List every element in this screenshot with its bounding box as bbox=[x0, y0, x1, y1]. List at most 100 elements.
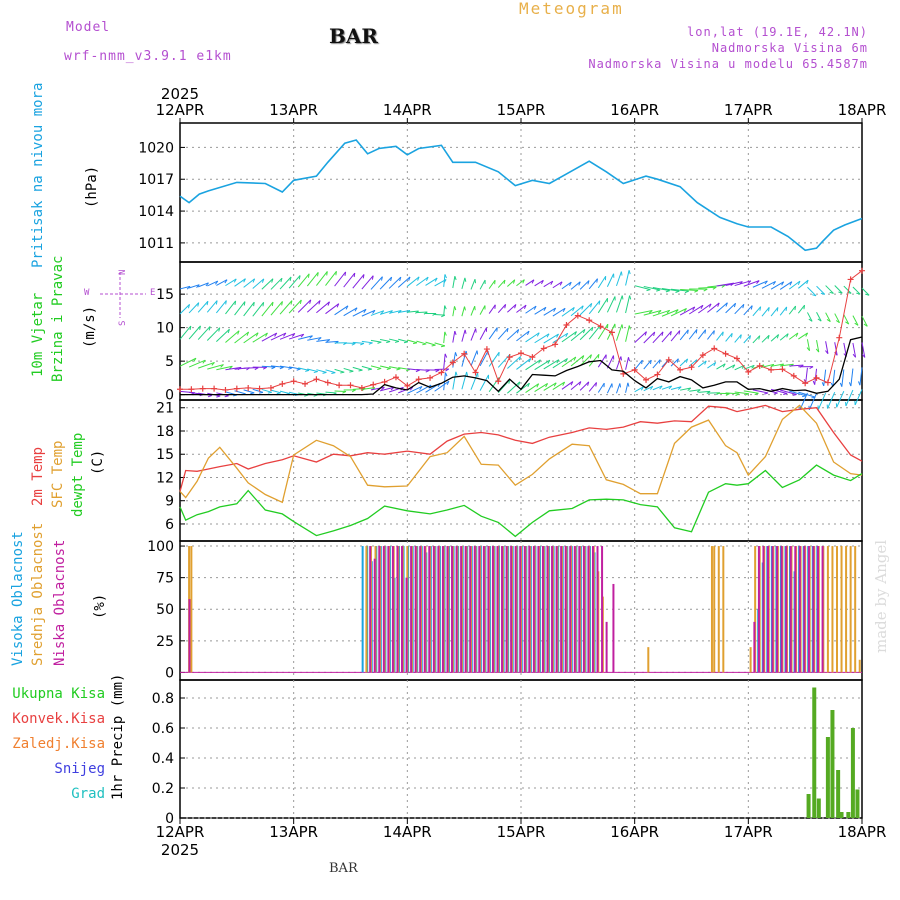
wind-arrow bbox=[225, 278, 237, 287]
wind-arrowhead bbox=[781, 281, 785, 286]
wind-arrowhead bbox=[299, 299, 302, 305]
wind-arrow bbox=[588, 278, 598, 290]
wind-arrow bbox=[525, 332, 540, 343]
wind-arrowhead bbox=[581, 355, 585, 360]
wind-arrowhead bbox=[590, 303, 593, 308]
ytick-label-temperature: 21 bbox=[156, 401, 174, 417]
wind-arrow bbox=[261, 365, 276, 368]
wind-arrow bbox=[261, 388, 272, 393]
cloud_low-bar bbox=[460, 546, 463, 673]
cloud_low-bar bbox=[419, 546, 422, 673]
wind-arrow bbox=[188, 359, 206, 368]
wind-arrowhead bbox=[417, 276, 420, 281]
wind-arrowhead bbox=[208, 326, 211, 331]
wind-arrowhead bbox=[454, 352, 458, 357]
wind-arrow bbox=[388, 276, 402, 289]
wind-gust-marker bbox=[256, 385, 263, 392]
wind-arrowhead bbox=[704, 360, 707, 365]
wind-arrow bbox=[334, 305, 349, 316]
wind-arrow bbox=[479, 350, 489, 367]
wind-arrowhead bbox=[740, 334, 742, 339]
wind-arrow bbox=[854, 389, 863, 406]
wind-arrow bbox=[850, 368, 854, 387]
wind-arrowhead bbox=[562, 381, 566, 386]
cloud_low-bar bbox=[501, 546, 504, 673]
cloud_mid-bar bbox=[713, 546, 716, 673]
wind-arrowhead bbox=[207, 395, 212, 398]
wind-arrow bbox=[643, 310, 662, 316]
wind-arrowhead bbox=[271, 301, 274, 307]
wind-arrowhead bbox=[271, 366, 276, 370]
wind-arrowhead bbox=[189, 325, 192, 331]
wind-arrowhead bbox=[351, 342, 356, 346]
wind-arrow bbox=[279, 365, 293, 369]
wind-arrowhead bbox=[646, 289, 651, 292]
wind-arrowhead bbox=[767, 335, 770, 340]
wind-arrowhead bbox=[326, 339, 331, 343]
wind-arrow bbox=[770, 363, 784, 367]
wind-arrowhead bbox=[367, 368, 372, 371]
cloud_low-bar bbox=[785, 546, 788, 673]
cloud_low-bar bbox=[767, 546, 770, 673]
xtick-label-top: 14APR bbox=[383, 101, 432, 119]
wind-arrow bbox=[634, 359, 643, 371]
wind-arrowhead bbox=[838, 291, 843, 294]
wind-arrow bbox=[852, 315, 859, 326]
cloud_mid-bar bbox=[840, 546, 843, 673]
wind-arrowhead bbox=[650, 386, 654, 390]
wind-arrowhead bbox=[305, 369, 310, 372]
wind-arrowhead bbox=[783, 393, 788, 395]
wind-arrowhead bbox=[514, 304, 517, 309]
wind-arrow bbox=[370, 386, 385, 391]
wind-gust-marker bbox=[802, 380, 809, 387]
wind-arrowhead bbox=[656, 289, 661, 292]
precip-total-bar bbox=[816, 798, 821, 818]
wind-arrow bbox=[543, 307, 556, 316]
wind-arrowhead bbox=[186, 285, 191, 290]
wind-arrowhead bbox=[523, 304, 527, 309]
wind-arrow bbox=[325, 391, 337, 394]
wind-arrowhead bbox=[661, 331, 664, 336]
wind-arrow bbox=[361, 365, 372, 370]
elevation-label: Nadmorska Visina 6m bbox=[711, 41, 868, 55]
wind-arrowhead bbox=[591, 326, 594, 332]
legend-snow: Snijeg bbox=[54, 761, 105, 777]
wind-arrowhead bbox=[326, 271, 328, 276]
wind-arrow bbox=[814, 368, 818, 385]
cloud_low-bar bbox=[582, 546, 585, 673]
wind-arrowhead bbox=[641, 360, 643, 365]
cloud_mid-bar bbox=[858, 659, 861, 673]
wind-arrow bbox=[643, 359, 652, 370]
wind-arrow bbox=[179, 285, 191, 290]
wind-arrowhead bbox=[569, 281, 572, 286]
wind-arrow bbox=[197, 300, 209, 313]
wind-arrow bbox=[579, 303, 593, 316]
wind-arrow bbox=[734, 334, 742, 343]
wind-arrow bbox=[643, 331, 656, 344]
wind-arrowhead bbox=[454, 306, 457, 311]
wind-arrowhead bbox=[776, 334, 780, 339]
wind-arrowhead bbox=[440, 345, 446, 348]
wind-arrow bbox=[570, 329, 586, 342]
ytick-label-temperature: 18 bbox=[156, 424, 174, 440]
wind-arrowhead bbox=[812, 294, 817, 297]
wind-arrowhead bbox=[547, 359, 551, 364]
wind-arrowhead bbox=[621, 295, 624, 300]
wind-arrowhead bbox=[809, 366, 814, 370]
wind-arrow bbox=[452, 276, 456, 289]
wind-arrow bbox=[252, 388, 264, 393]
model-elevation-label: Nadmorska Visina u modelu 65.4587m bbox=[588, 57, 868, 71]
wind-arrow bbox=[179, 304, 190, 315]
wind-arrow bbox=[789, 390, 807, 397]
wind-arrowhead bbox=[317, 337, 322, 341]
wind-arrowhead bbox=[706, 390, 711, 394]
wind-arrowhead bbox=[205, 282, 209, 287]
wind-arrows bbox=[179, 270, 870, 410]
cloud_low-bar bbox=[803, 546, 806, 673]
wind-gust-marker bbox=[779, 366, 786, 373]
cloud_low-bar bbox=[780, 546, 783, 673]
cloud_low-bar bbox=[605, 621, 608, 673]
wind-arrow bbox=[798, 279, 809, 289]
wind-arrowhead bbox=[801, 395, 807, 398]
wind-arrow bbox=[297, 273, 310, 288]
